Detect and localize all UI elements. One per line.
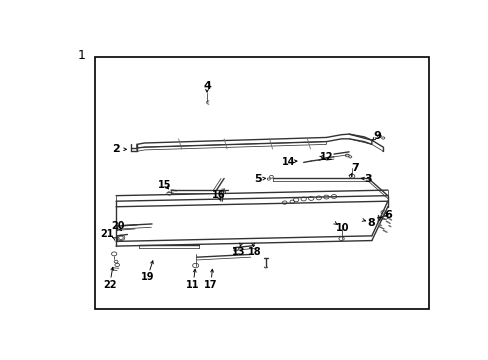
Text: 19: 19 xyxy=(141,273,154,283)
Text: 22: 22 xyxy=(102,280,116,290)
Text: 6: 6 xyxy=(383,210,391,220)
Bar xyxy=(95,57,428,309)
Text: 21: 21 xyxy=(101,229,114,239)
Text: 17: 17 xyxy=(203,280,217,290)
Text: 3: 3 xyxy=(364,174,371,184)
Text: 2: 2 xyxy=(112,144,120,154)
Text: 7: 7 xyxy=(350,163,358,174)
Text: 10: 10 xyxy=(335,222,348,233)
Text: 14: 14 xyxy=(281,157,295,167)
Text: 1: 1 xyxy=(78,49,86,62)
Text: 20: 20 xyxy=(111,221,124,231)
Text: 11: 11 xyxy=(186,280,200,290)
Text: 16: 16 xyxy=(211,190,224,200)
Text: 8: 8 xyxy=(366,218,374,228)
Text: 4: 4 xyxy=(203,81,210,91)
Text: 5: 5 xyxy=(254,174,262,184)
Text: 15: 15 xyxy=(157,180,171,190)
Text: 12: 12 xyxy=(319,152,332,162)
Text: 13: 13 xyxy=(231,247,245,257)
Text: 18: 18 xyxy=(247,247,261,257)
Text: 9: 9 xyxy=(373,131,381,141)
